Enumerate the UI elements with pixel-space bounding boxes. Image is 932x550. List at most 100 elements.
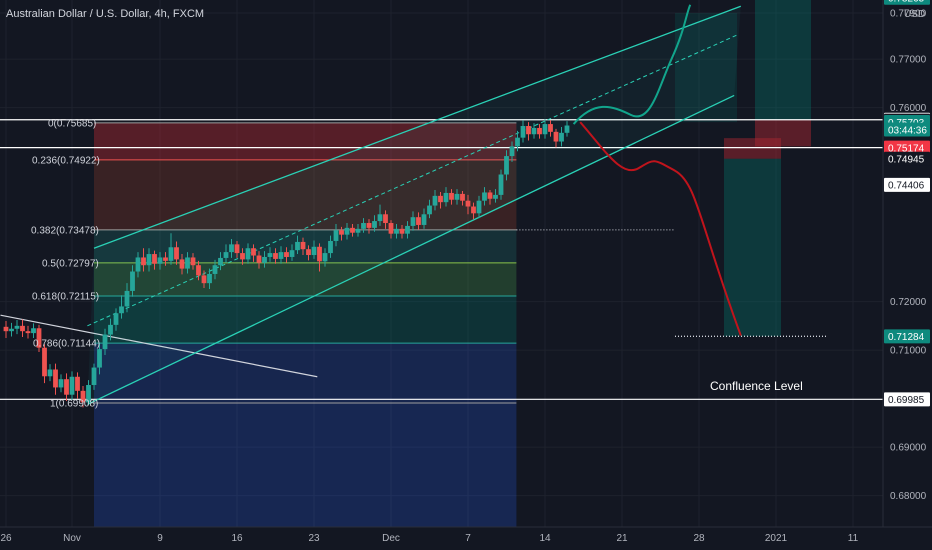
candle-body [218, 257, 223, 266]
candle [152, 250, 157, 270]
candle [421, 208, 427, 229]
candle-body [361, 223, 366, 229]
price-tick-label: 0.76000 [890, 103, 927, 114]
candle [504, 150, 509, 181]
candle-body [388, 223, 394, 234]
price-label: 0.78265 [884, 0, 930, 5]
candle-body [113, 313, 119, 325]
price-axis[interactable]: 0.77900 0.77000 0.76000 0.72000 0.71000 0.690… [882, 0, 932, 550]
time-axis-bg [0, 527, 932, 550]
candle [58, 374, 64, 393]
candle [9, 322, 14, 337]
price-label-bg [884, 177, 930, 192]
candle [322, 248, 328, 267]
candle [300, 237, 306, 256]
candle [97, 342, 102, 375]
candle [135, 252, 141, 278]
candle [531, 123, 537, 139]
price-tick-label: 0.77900 [890, 9, 927, 20]
candle-body [212, 265, 218, 274]
candle-body [190, 257, 196, 266]
candle-body [476, 200, 482, 214]
fib-label: 0.236(0.74922) [32, 155, 100, 166]
candle-body [504, 156, 509, 175]
candle [537, 124, 542, 139]
candle [328, 235, 333, 258]
candle-body [251, 248, 256, 256]
candle-body [432, 195, 438, 206]
symbol-title: Australian Dollar / U.S. Dollar, 4h, FXC… [6, 8, 204, 20]
ascending-channel [0, 5, 742, 406]
candle-body [482, 192, 487, 201]
candle-body [168, 247, 174, 261]
candle [416, 212, 421, 230]
fib-label: 1(0.69908) [50, 399, 98, 410]
candle [520, 120, 526, 143]
candle [333, 223, 339, 247]
candle [80, 385, 86, 408]
candle [284, 247, 289, 263]
candle [256, 251, 262, 269]
candle [223, 244, 229, 263]
time-tick-label: 16 [231, 533, 243, 544]
candle [564, 121, 570, 137]
candle-body [311, 246, 317, 256]
candle-body [295, 241, 300, 251]
candle-body [421, 214, 427, 225]
candle [355, 223, 361, 237]
time-tick-label: 11 [848, 533, 859, 544]
candle [267, 247, 273, 262]
price-label: 0.71284 [884, 329, 930, 344]
candle [185, 252, 190, 274]
fib-zone [94, 343, 517, 404]
candle-body [427, 205, 432, 215]
candle-body [410, 217, 416, 226]
price-label: 0.74406 [884, 177, 930, 192]
candle [146, 248, 152, 272]
candle-body [185, 257, 190, 269]
price-label-bg [884, 0, 930, 5]
channel-lower-line [87, 94, 735, 406]
candle [47, 364, 53, 382]
candle-body [515, 137, 520, 147]
candle-body [300, 241, 306, 250]
candle-body [394, 228, 399, 234]
candle [168, 233, 174, 265]
candle-body [234, 244, 240, 254]
candle [240, 248, 245, 265]
fib-label: 0.618(0.72115) [32, 292, 99, 303]
short-stop-zone [724, 138, 781, 159]
long-target-zone [755, 0, 811, 120]
confluence-label: Confluence Level [710, 379, 803, 393]
candle-body [75, 376, 80, 391]
candle-body [564, 125, 570, 133]
candle-body [366, 223, 372, 228]
candle-body [443, 192, 449, 203]
short-target-zone [724, 158, 781, 337]
price-label-text: 0.71284 [888, 332, 925, 343]
candle-body [416, 217, 421, 225]
candle-body [355, 228, 361, 233]
descending-trendline [0, 314, 318, 378]
candle [515, 130, 520, 152]
candle-body [465, 200, 471, 207]
candle [471, 202, 476, 220]
time-tick-label: Nov [63, 533, 81, 544]
candle-body [97, 349, 102, 368]
price-label-bg [884, 151, 930, 166]
candle-body [240, 253, 245, 260]
candle-body [157, 257, 163, 264]
time-tick-label: Dec [382, 533, 400, 544]
candle [465, 194, 471, 215]
fib-zone [94, 122, 517, 160]
candle-body [350, 227, 355, 233]
candle [3, 320, 9, 338]
candle-body [289, 250, 295, 257]
time-axis[interactable]: 26 Nov 9 16 23 Dec 7 14 21 28 2021 11 [0, 526, 932, 550]
candle [141, 248, 146, 272]
candle [498, 169, 504, 200]
time-tick-label: 26 [0, 533, 12, 544]
price-label: 03:44:36 [884, 122, 930, 137]
price-label-text: 0.74406 [888, 181, 925, 192]
